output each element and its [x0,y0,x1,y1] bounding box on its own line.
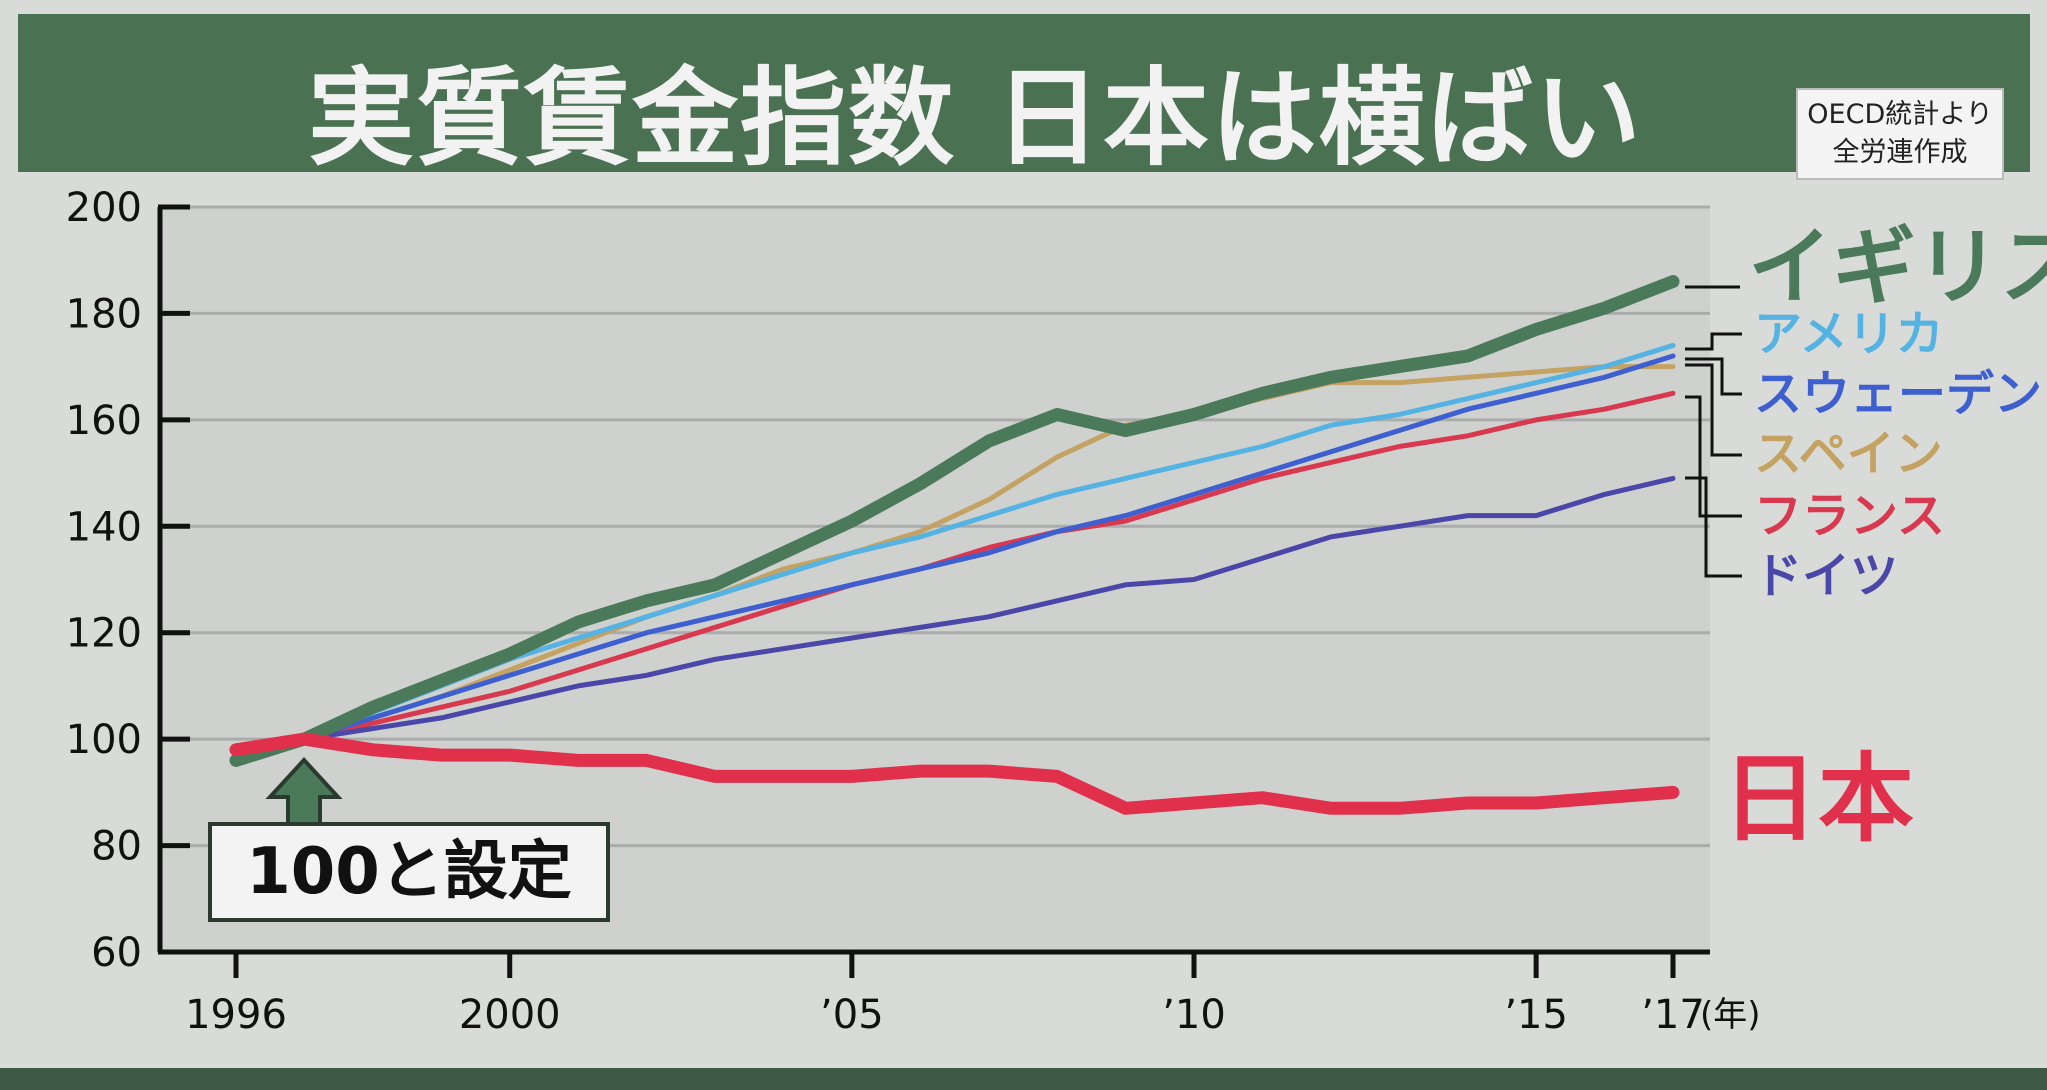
series-line [233,364,1676,758]
chart-title: 実質賃金指数 日本は横ばい [308,57,1643,180]
title-banner: 実質賃金指数 日本は横ばい OECD統計より 全労連作成 [18,14,2030,180]
series-line [229,275,1680,767]
legend-label: フランス [1754,488,1945,544]
y-tick-label: 180 [66,291,142,337]
x-tick-label: ’15 [1504,992,1568,1038]
y-tick-label: 140 [66,504,142,550]
bottom-border [0,1068,2047,1090]
y-tick-label: 100 [66,717,142,763]
legend-label: アメリカ [1754,306,1944,362]
x-tick-label: ’17 [1641,992,1705,1038]
y-tick-label: 60 [91,930,142,976]
x-axis-unit-label: (年) [1700,995,1761,1035]
series-line [229,732,1680,815]
x-tick-label: ’05 [820,992,884,1038]
y-tick-label: 120 [66,611,142,657]
series-lines [229,275,1680,815]
baseline-annotation: 100と設定 [208,822,610,922]
x-tick-label: 2000 [459,992,561,1038]
legend-leader-line [1685,357,1742,396]
x-tick-label: ’10 [1162,992,1226,1038]
legend-leader-line [1685,395,1742,518]
legend-label: スウェーデン [1754,366,2042,422]
series-line [233,353,1676,753]
legend-label: 日本 [1722,743,1914,855]
source-line-1: OECD統計より [1807,99,1993,130]
x-tick-label: 1996 [185,992,287,1038]
series-line [233,475,1676,753]
y-tick-label: 160 [66,398,142,444]
legend-label: ドイツ [1754,548,1898,604]
y-tick-label: 80 [91,824,142,870]
legend-leader-line [1685,476,1742,578]
source-line-2: 全労連作成 [1832,137,1968,168]
axes: 60 80 100 120 140 160 180 200 1996 2000 ’05 ’10 ’15 ’… [66,185,1761,1038]
series-line [233,390,1676,753]
legend-leader-line [1685,332,1742,351]
source-note: OECD統計より 全労連作成 [1796,88,2004,180]
legend-leader-line [1685,363,1742,457]
legend-label: スペイン [1754,426,1943,482]
y-tick-label: 200 [66,185,142,231]
legend-label: イギリス [1748,218,2047,316]
